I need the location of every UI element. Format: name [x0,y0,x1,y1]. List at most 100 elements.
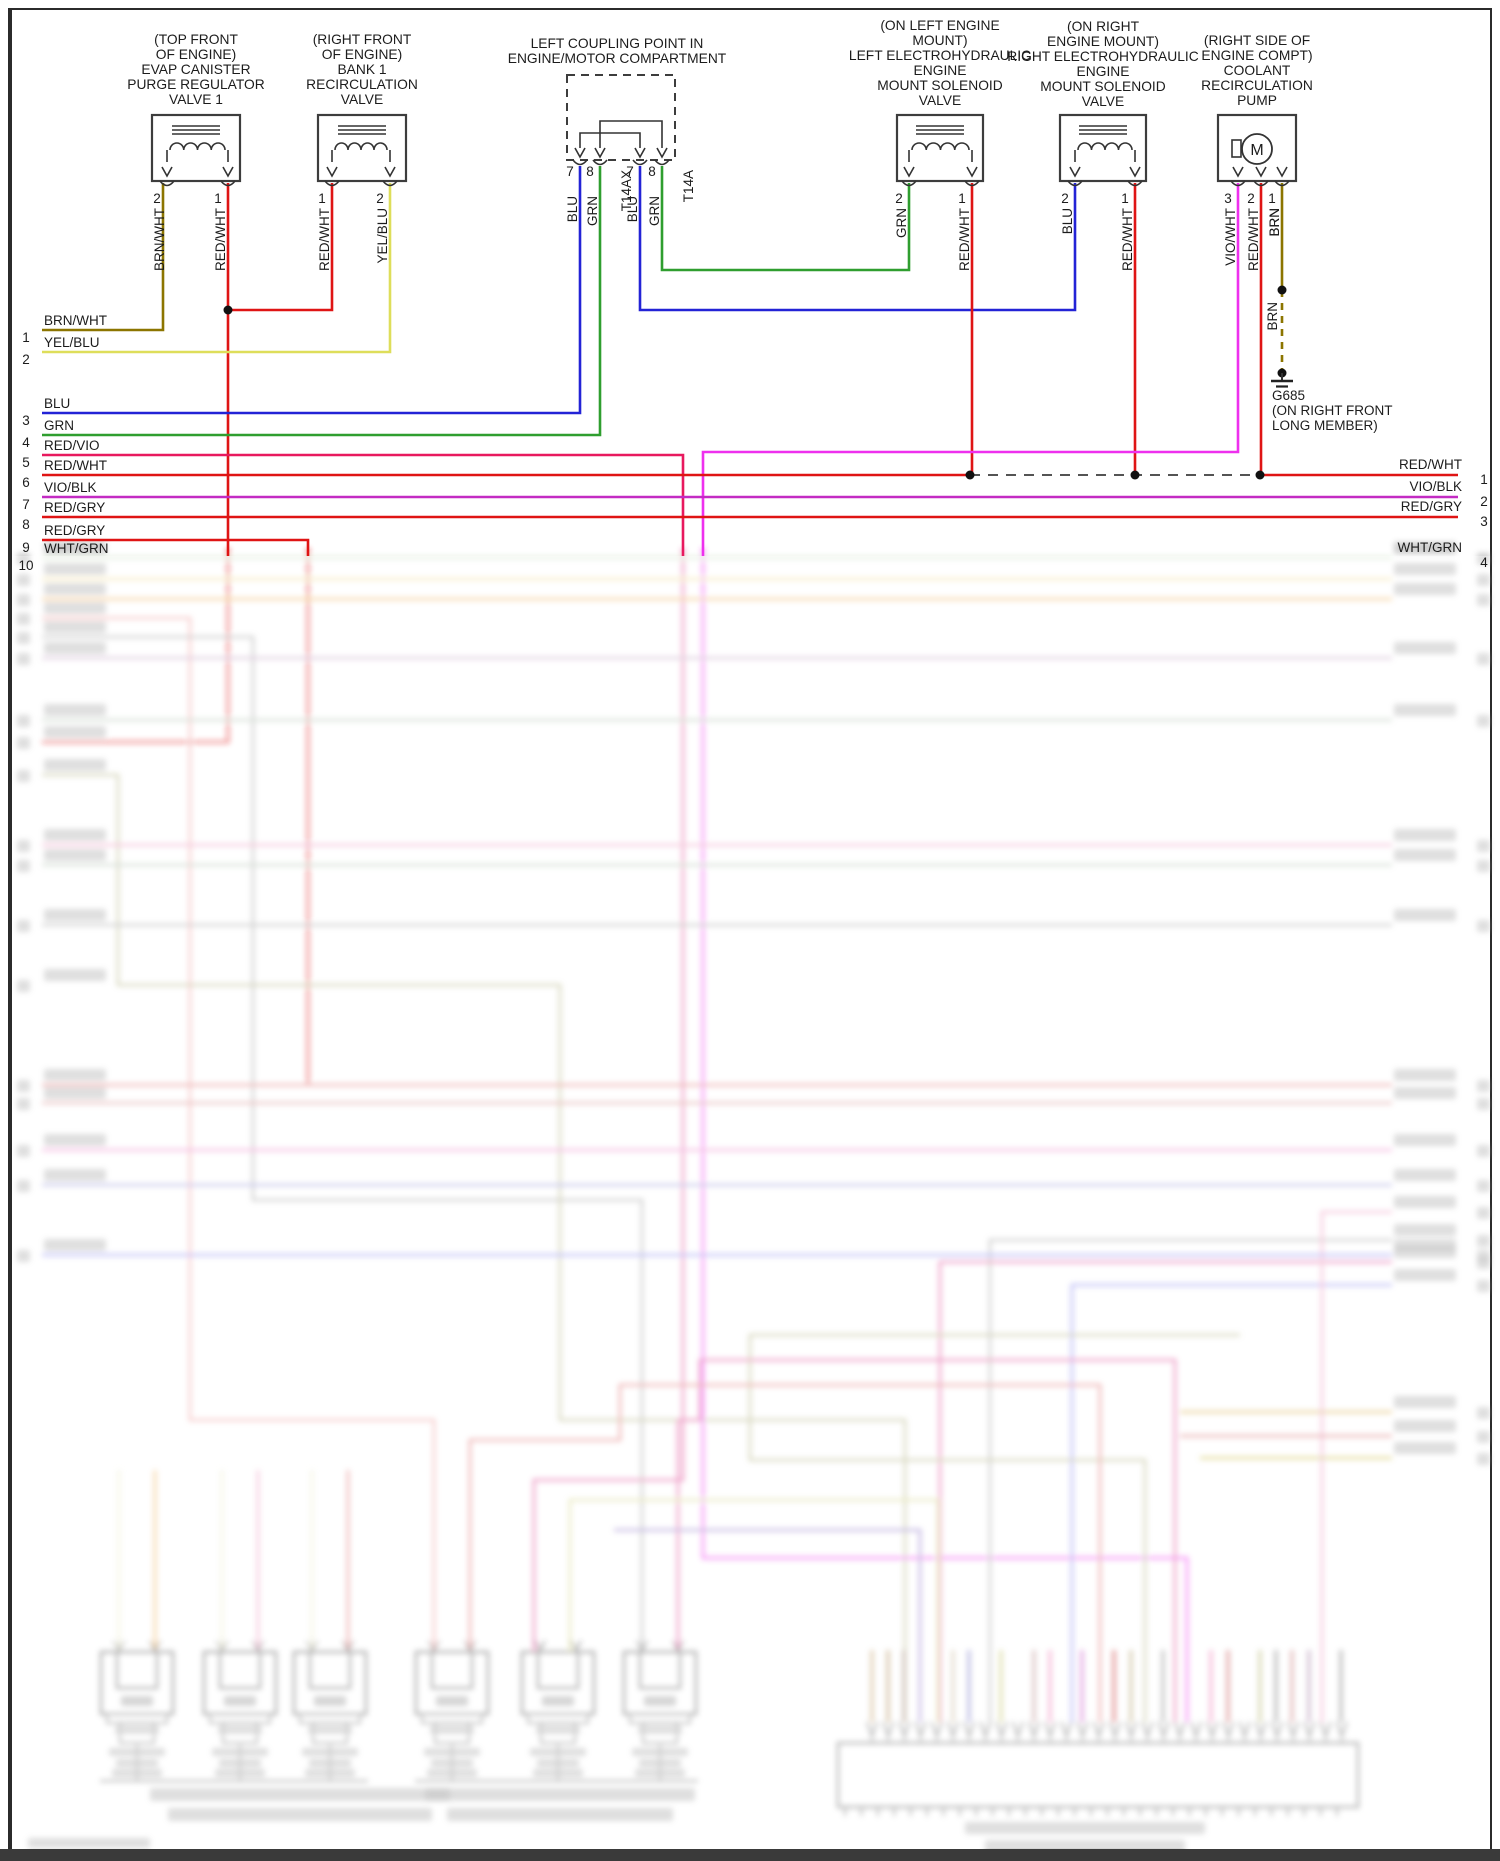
left-row-number: 5 [22,455,30,470]
blurred-text-pill [44,969,106,981]
pin-socket-icon [1067,180,1083,187]
arrow-down-icon [1232,166,1244,178]
coupling-crossover-line [599,120,663,148]
blurred-wire [1320,1210,1392,1722]
blurred-text-pill [1477,574,1490,586]
right-row-number: 4 [1480,555,1488,570]
blurred-wire [42,773,907,1722]
wire-blu-t14ax [42,166,582,415]
pin-socket-icon [1274,180,1290,187]
wire-blu-t14a [638,166,1077,312]
blurred-text-pill [1477,715,1490,727]
blurred-wire [532,548,685,1652]
blurred-wire [1070,1283,1392,1722]
blurred-text-pill [121,1696,153,1706]
injector-inner-box [309,1651,351,1689]
blurred-text-pill [44,829,106,841]
pin-number: 7 [566,164,574,179]
blurred-wire [42,635,644,1652]
blurred-text-pill [1477,653,1490,665]
blurred-text-pill [115,1726,159,1734]
wire-color-label: BRN/WHT [152,208,167,271]
page-bottom-bar [0,1849,1500,1861]
blurred-text-pill [447,1808,673,1821]
fuel-injector-symbol [414,1640,490,1781]
blurred-wire [701,548,1189,1722]
wire-color-label: GRN [585,196,600,226]
left-row-number: 6 [22,475,30,490]
coolant-recirculation-pump-title: (RIGHT SIDE OF ENGINE COMPT) COOLANT RECIRC… [1201,33,1313,108]
blurred-text-pill [1477,920,1490,932]
blur-wash-overlay [12,556,1490,1848]
left-row-label: BRN/WHT [44,313,107,328]
blurred-text-pill [1477,1145,1490,1157]
sharp-upper-section: (TOP FRONT OF ENGINE) EVAP CANISTER PURGE R… [18,18,1488,573]
blurred-text-pill [17,1098,30,1110]
blurred-text-pill [1394,642,1456,654]
coolant-recirculation-pump: (RIGHT SIDE OF ENGINE COMPT) COOLANT RECIRC… [1201,33,1313,271]
blurred-text-pill [1477,594,1490,606]
ground-g685: G685 (ON RIGHT FRONT LONG MEMBER) [1271,373,1393,433]
arrow-down-icon [1129,166,1141,178]
arrow-down-icon [672,1640,684,1652]
pin-number: 8 [648,164,656,179]
blurred-text-pill [1477,1280,1490,1292]
right-row-label: WHT/GRN [1398,540,1463,555]
left-row-number: 4 [22,435,30,450]
arrow-down-icon [570,1640,582,1652]
blurred-text-pill [1477,860,1490,872]
left-row-label: YEL/BLU [44,335,100,350]
junction-dot [223,305,233,315]
left-row-number: 8 [22,517,30,532]
wire-color-label: BLU [565,196,580,222]
right-row-number: 3 [1480,514,1488,529]
component-box [1058,113,1148,183]
blurred-text-pill [17,715,30,727]
blurred-text-pill [1477,1235,1490,1247]
wire-color-label: RED/WHT [957,208,972,271]
fuel-injector-symbol [520,1640,596,1781]
blurred-text-pill [1477,1180,1490,1192]
arrow-down-icon [966,166,978,178]
blurred-lower-section [17,542,1490,1852]
blurred-wire [938,1260,1392,1722]
wire-color-label: RED/WHT [1246,208,1261,271]
arrow-down-icon [252,1640,264,1652]
arrow-down-icon [428,1640,440,1652]
blurred-text-pill [1477,1453,1490,1465]
arrow-down-icon [342,1640,354,1652]
pin-number: 2 [1061,191,1069,206]
arrow-down-icon [306,1640,318,1652]
blurred-wire [568,1498,940,1722]
blurred-text-pill [150,1788,450,1801]
junction-dot [965,470,975,480]
pin-number: 3 [1224,191,1232,206]
pin-socket-icon [632,159,648,166]
arrow-down-icon [326,166,338,178]
injector-inner-box [116,1651,158,1689]
left-row-label: RED/GRY [44,523,105,538]
pin-number: 1 [1121,191,1129,206]
blurred-text-pill [17,1180,30,1192]
blurred-text-pill [17,594,30,606]
blurred-text-pill [1394,849,1456,861]
wire-yel-blu [42,183,392,354]
blurred-text-pill [17,980,30,992]
blurred-wire [988,1238,1392,1722]
pin-socket-icon [1253,180,1269,187]
left-row-number: 9 [22,540,30,555]
left-coupling-point-title: LEFT COUPLING POINT IN ENGINE/MOTOR COMPA… [508,36,727,66]
blurred-text-pill [17,574,30,586]
left-row-label: GRN [44,418,74,433]
blurred-text-pill [224,1696,256,1706]
blurred-text-pill [44,849,106,861]
wire-grn-t14a [660,166,911,272]
junction-dot [1255,470,1265,480]
fuel-injector-symbol [99,1640,175,1781]
blurred-text-pill [44,759,106,771]
left-engine-mount-solenoid-title: (ON LEFT ENGINE MOUNT) LEFT ELECTROHYDRAUL… [849,18,1031,108]
blurred-text-pill [44,621,106,633]
blurred-text-pill [1394,1442,1456,1454]
